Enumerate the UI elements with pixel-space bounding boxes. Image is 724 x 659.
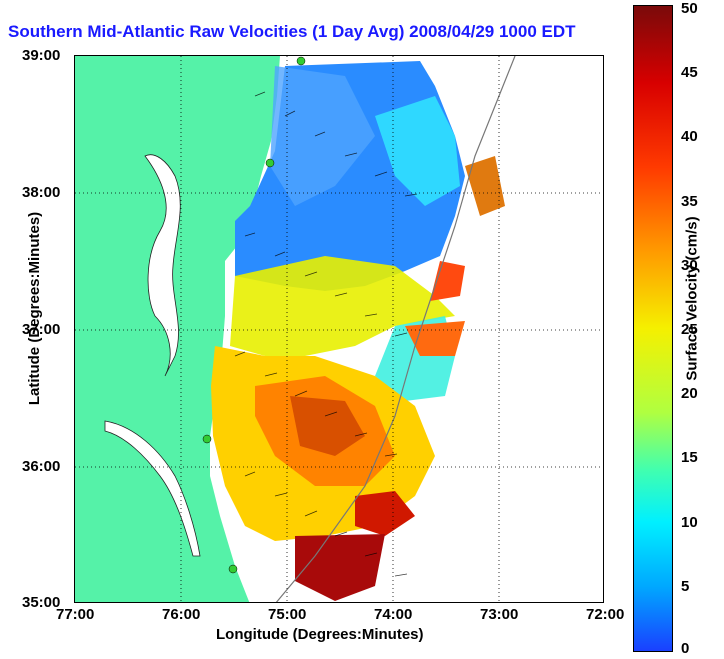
chesapeake-bay [144,154,181,377]
velocity-field-red-blob-1 [355,491,415,536]
colorbar-tick: 45 [681,64,698,81]
x-tick: 77:00 [56,606,95,623]
shelf-line [275,56,516,602]
colorbar-tick: 35 [681,193,698,210]
velocity-field-mid [375,96,460,206]
map-plot [74,55,604,603]
station-marker [265,158,275,168]
y-tick: 35:00 [22,594,61,611]
colorbar-tick: 40 [681,128,698,145]
velocity-field-band [230,256,455,356]
y-axis-label: Latitude (Degrees:Minutes) [26,211,44,406]
x-tick: 74:00 [374,606,413,623]
map-title: Southern Mid-Atlantic Raw Velocities (1 … [8,22,576,41]
x-tick: 76:00 [162,606,201,623]
x-tick: 73:00 [480,606,519,623]
colorbar-tick: 30 [681,257,698,274]
colorbar [633,5,673,652]
velocity-field-north [270,66,375,206]
y-tick: 39:00 [22,47,61,64]
inland-water [104,420,201,557]
x-tick: 72:00 [586,606,625,623]
station-marker [228,564,238,574]
station-marker [202,434,212,444]
x-tick: 75:00 [268,606,307,623]
station-marker [296,56,306,66]
velocity-field-east-red [430,261,465,301]
colorbar-tick: 20 [681,385,698,402]
colorbar-tick: 25 [681,321,698,338]
y-tick: 37:00 [22,321,61,338]
y-tick: 38:00 [22,184,61,201]
colorbar-tick: 10 [681,514,698,531]
y-tick: 36:00 [22,458,61,475]
map-canvas [75,56,603,602]
colorbar-tick: 50 [681,0,698,17]
colorbar-tick: 15 [681,449,698,466]
velocity-field-red-blob-2 [295,534,385,601]
velocity-vectors [234,91,418,577]
colorbar-tick: 0 [681,640,690,657]
grid-lines [75,56,603,602]
velocity-field-northeast [465,156,505,216]
colorbar-label: Surface Velocity (cm/s) [683,216,701,381]
x-axis-label: Longitude (Degrees:Minutes) [216,626,424,643]
velocity-field-core [290,396,365,456]
colorbar-tick: 5 [681,578,690,595]
colorbar-gradient [634,6,672,651]
